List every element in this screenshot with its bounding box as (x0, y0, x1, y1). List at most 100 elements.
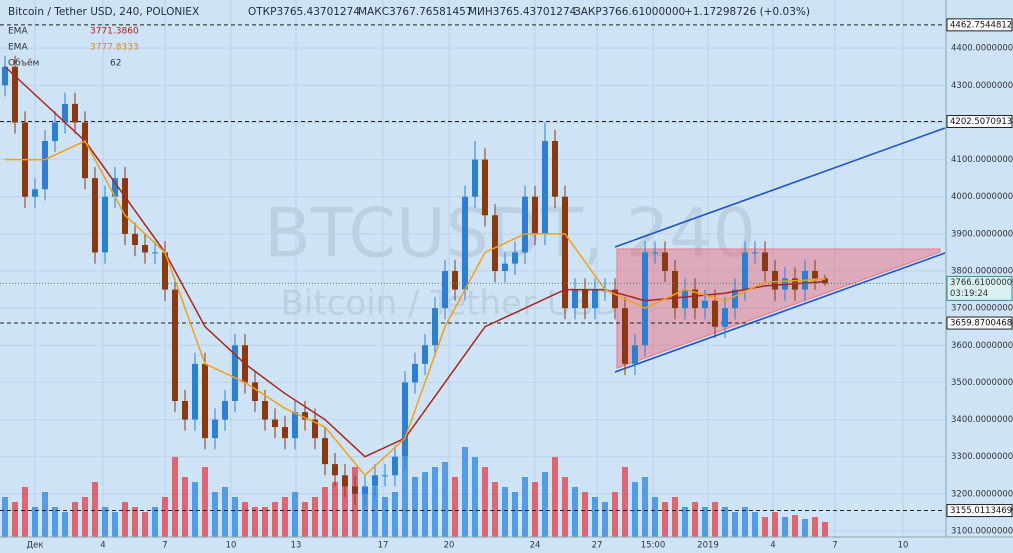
volume-bar (182, 477, 188, 537)
candle-body (382, 475, 388, 477)
candle-body (132, 233, 138, 246)
legend-value: 62 (110, 59, 121, 69)
y-tick-label: 4100.00000000 (951, 155, 1013, 165)
volume-bar (772, 512, 778, 537)
candle-body (172, 289, 178, 401)
volume-bar (32, 507, 38, 537)
volume-bar (612, 492, 618, 537)
volume-bar (212, 492, 218, 537)
x-tick-label: 24 (530, 541, 541, 551)
legend-value: 3771.3860 (90, 27, 139, 37)
candle-body (622, 308, 628, 364)
legend-name[interactable]: EMA (8, 43, 28, 53)
volume-bar (322, 487, 328, 537)
trendline-upper (614, 127, 946, 248)
volume-bar (362, 492, 368, 537)
volume-bar (222, 487, 228, 537)
candle-body (812, 271, 818, 279)
level-label-box (946, 316, 1013, 330)
volume-bar (92, 482, 98, 537)
volume-bar (272, 502, 278, 537)
volume-bar (402, 457, 408, 537)
legend-name[interactable]: EMA (8, 27, 28, 37)
y-tick-label: 3600.00000000 (951, 341, 1013, 351)
volume-bar (132, 507, 138, 537)
candle-body (822, 278, 828, 284)
trendline-lower (614, 252, 946, 373)
volume-bar (12, 502, 18, 537)
symbol[interactable]: Bitcoin / Tether USD, 240, POLONIEX (8, 6, 199, 18)
candle-body (122, 178, 128, 234)
candle-body (192, 363, 198, 420)
header: Bitcoin / Tether USD, 240, POLONIEX ОТКР… (8, 6, 810, 69)
x-tick-label: 4 (100, 541, 105, 551)
candle-body (162, 252, 168, 290)
current-price-box (946, 275, 1013, 301)
y-tick-label: 4000.00000000 (951, 192, 1013, 202)
candle-body (522, 196, 528, 253)
ohlc-low: МИН3765.43701274 (468, 6, 577, 18)
volume-bar (422, 472, 428, 537)
candle-body (292, 412, 298, 439)
legend-value: 3777.8333 (90, 43, 139, 53)
candle-body (742, 252, 748, 290)
candle-body (92, 178, 98, 253)
volume-bar (582, 492, 588, 537)
current-price-label: 3766.61000000 (950, 278, 1013, 288)
x-tick-label: 10 (898, 541, 909, 551)
candle-body (62, 103, 68, 123)
candle-body (12, 66, 18, 123)
volume-bar (412, 477, 418, 537)
candle-body (52, 122, 58, 142)
volume-bar (622, 467, 628, 537)
candle-body (582, 289, 588, 309)
candle-body (672, 271, 678, 309)
candle-body (542, 141, 548, 234)
y-tick-label: 3400.00000000 (951, 415, 1013, 425)
volume-bar (542, 472, 548, 537)
x-tick-label: Дек (26, 541, 43, 551)
volume-bar (72, 502, 78, 537)
volume-bar (172, 457, 178, 537)
candle-body (282, 426, 288, 439)
volume-bar (42, 492, 48, 537)
volume-bar (502, 487, 508, 537)
x-tick-label: 2019 (697, 541, 719, 551)
volume-bar (442, 462, 448, 537)
candle-body (612, 289, 618, 309)
volume-bar (342, 477, 348, 537)
candle-body (492, 215, 498, 272)
level-label: 3659.87004686 (950, 319, 1013, 329)
y-tick-label: 3800.00000000 (951, 267, 1013, 277)
x-tick-label: 27 (592, 541, 603, 551)
volume-bar (752, 512, 758, 537)
candle-body (702, 300, 708, 309)
volume-bar (562, 477, 568, 537)
countdown: 03:19:24 (950, 289, 988, 299)
volume-bar (632, 482, 638, 537)
candle-body (562, 196, 568, 309)
y-tick-label: 3300.00000000 (951, 452, 1013, 462)
volume-bar (692, 502, 698, 537)
volume-bar (762, 517, 768, 537)
volume-bar (82, 497, 88, 537)
volume-bar (602, 502, 608, 537)
legend-name[interactable]: Объём (8, 59, 39, 69)
volume-bar (792, 515, 798, 537)
ema-line (5, 140, 826, 477)
y-tick-label: 4400.00000000 (951, 44, 1013, 54)
candle-body (102, 196, 108, 253)
volume-bar (732, 512, 738, 537)
y-tick-label: 4300.00000000 (951, 81, 1013, 91)
y-tick-label: 3100.00000000 (951, 526, 1013, 536)
volume-bar (532, 482, 538, 537)
volume-bar (802, 519, 808, 537)
candle-body (212, 419, 218, 439)
candle-body (352, 486, 358, 494)
volume-bar (712, 502, 718, 537)
candle-body (692, 289, 698, 309)
candle-body (152, 252, 158, 254)
candle-body (592, 289, 598, 309)
